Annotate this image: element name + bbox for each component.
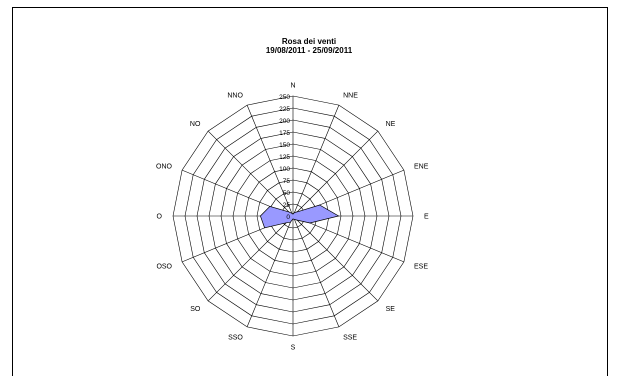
spoke-line	[207, 130, 294, 217]
direction-label: S	[291, 345, 296, 352]
spoke-line	[292, 104, 340, 217]
spoke-line	[207, 215, 294, 302]
direction-label: NNO	[227, 93, 243, 100]
direction-label: NNE	[343, 93, 358, 100]
radial-tick-label: 150	[279, 142, 290, 149]
direction-label: NO	[190, 121, 201, 128]
direction-label: O	[157, 214, 163, 221]
direction-label: ENE	[414, 163, 429, 170]
spoke-line	[292, 130, 379, 217]
chart-title: Rosa dei venti	[281, 37, 337, 46]
direction-label: SSE	[343, 335, 357, 342]
direction-label: SSO	[228, 335, 243, 342]
spoke-line	[292, 215, 405, 263]
radial-tick-label: 50	[283, 190, 291, 197]
chart-subtitle: 19/08/2011 - 25/09/2011	[265, 46, 353, 55]
spoke-line	[292, 215, 340, 328]
radial-tick-label: 200	[279, 118, 290, 125]
radial-tick-label: 75	[283, 178, 291, 185]
radial-tick-label: 25	[283, 202, 291, 209]
direction-label: N	[290, 83, 295, 90]
radial-tick-label: 175	[279, 130, 290, 137]
direction-label: NE	[386, 121, 396, 128]
radial-tick-label: 250	[279, 94, 290, 101]
spoke-line	[246, 215, 294, 328]
direction-label: ESE	[414, 264, 428, 271]
data-area	[259, 204, 340, 229]
radial-tick-label: 100	[279, 166, 290, 173]
radial-tick-label: 0	[286, 214, 290, 221]
direction-label: SE	[386, 306, 396, 313]
direction-label: OSO	[156, 264, 172, 271]
spoke-line	[292, 215, 379, 302]
spoke-line	[246, 104, 294, 217]
direction-label: ONO	[156, 163, 173, 170]
radial-tick-label: 225	[279, 106, 290, 113]
direction-label: SO	[190, 306, 201, 313]
chart-frame	[12, 7, 608, 376]
radial-tick-label: 125	[279, 154, 290, 161]
direction-label: E	[424, 214, 429, 221]
